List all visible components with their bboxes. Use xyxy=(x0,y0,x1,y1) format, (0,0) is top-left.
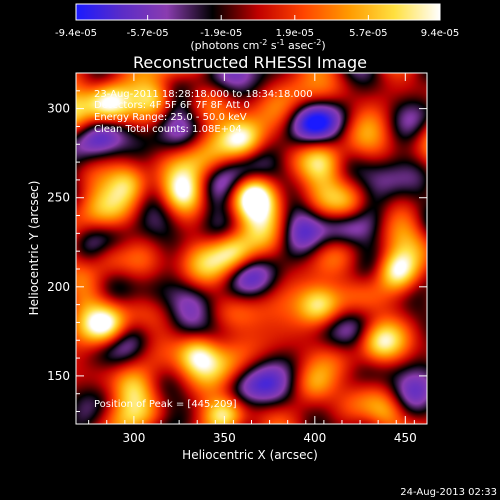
colorbar-gradient xyxy=(75,3,441,21)
annotations: 23-Aug-2011 18:28:18.000 to 18:34:18.000… xyxy=(94,89,313,410)
annotation-energy-range: Energy Range: 25.0 - 50.0 keV xyxy=(94,112,247,123)
x-tick-label: 350 xyxy=(213,431,236,445)
colorbar-tick-label: 1.9e-05 xyxy=(276,28,314,39)
colorbar-tick-label: -1.9e-05 xyxy=(200,28,242,39)
x-axis-ticks: 300 350 400 450 xyxy=(88,73,417,445)
x-tick-label: 300 xyxy=(122,431,145,445)
heatmap-area xyxy=(76,73,427,424)
y-tick-label: 300 xyxy=(47,102,70,116)
y-tick-label: 150 xyxy=(47,369,70,383)
annotation-detectors: Detectors: 4F 5F 6F 7F 8F Att 0 xyxy=(94,100,250,111)
annotation-clean-counts: Clean Total counts: 1.08E+04 xyxy=(94,124,242,135)
x-tick-label: 400 xyxy=(303,431,326,445)
footer-timestamp: 24-Aug-2013 02:33 xyxy=(400,487,497,498)
colorbar-tick-label: 5.7e-05 xyxy=(349,28,387,39)
annotation-time-range: 23-Aug-2011 18:28:18.000 to 18:34:18.000 xyxy=(94,89,313,100)
colorbar-tick-label: -5.7e-05 xyxy=(127,28,169,39)
colorbar-tick-label: 9.4e-05 xyxy=(421,28,459,39)
axes: 300 350 400 450 150 200 250 300 Heliocentric X… xyxy=(27,72,428,462)
y-axis-ticks: 150 200 250 300 xyxy=(47,72,427,413)
colorbar: -9.4e-05 -5.7e-05 -1.9e-05 1.9e-05 5.7e-05 9.… xyxy=(55,3,459,52)
y-tick-label: 250 xyxy=(47,191,70,205)
chart-title: Reconstructed RHESSI Image xyxy=(133,53,367,72)
y-tick-label: 200 xyxy=(47,280,70,294)
x-axis-label: Heliocentric X (arcsec) xyxy=(182,448,318,462)
y-axis-label: Heliocentric Y (arcsec) xyxy=(27,181,41,316)
heatmap-canvas xyxy=(76,73,427,424)
colorbar-tick-label: -9.4e-05 xyxy=(55,28,97,39)
colorbar-ticks: -9.4e-05 -5.7e-05 -1.9e-05 1.9e-05 5.7e-05 9.… xyxy=(55,15,459,39)
x-tick-label: 450 xyxy=(394,431,417,445)
colorbar-units: (photons cm-2 s-1 asec-2) xyxy=(190,38,325,52)
annotation-peak-position: Position of Peak = [445,209] xyxy=(94,399,237,410)
